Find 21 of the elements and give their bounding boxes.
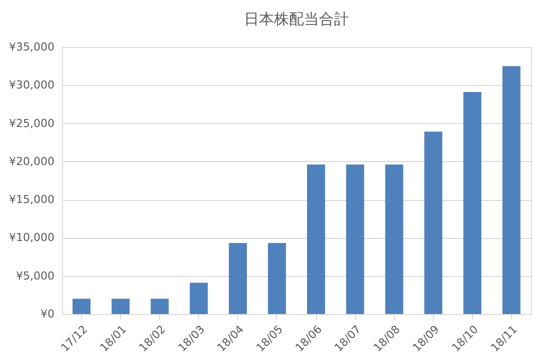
bar [190,282,208,314]
y-tick-label: ¥5,000 [16,269,54,282]
bar [346,164,364,314]
y-tick-label: ¥0 [40,308,54,320]
bar [502,66,520,314]
bar [385,164,404,314]
bar [307,164,326,314]
y-tick-label: ¥30,000 [9,78,54,92]
bar [268,243,286,314]
y-tick-label: ¥35,000 [9,40,54,54]
bar [72,298,91,314]
bar [150,298,169,314]
y-tick-label: ¥25,000 [9,116,54,130]
y-tick-label: ¥20,000 [9,154,54,168]
bar [424,132,442,314]
chart-title: 日本株配当合計 [244,10,349,28]
y-tick-label: ¥15,000 [9,193,54,206]
bar [112,298,130,314]
bar [463,92,482,314]
bar [228,243,247,314]
y-tick-label: ¥10,000 [9,231,54,244]
